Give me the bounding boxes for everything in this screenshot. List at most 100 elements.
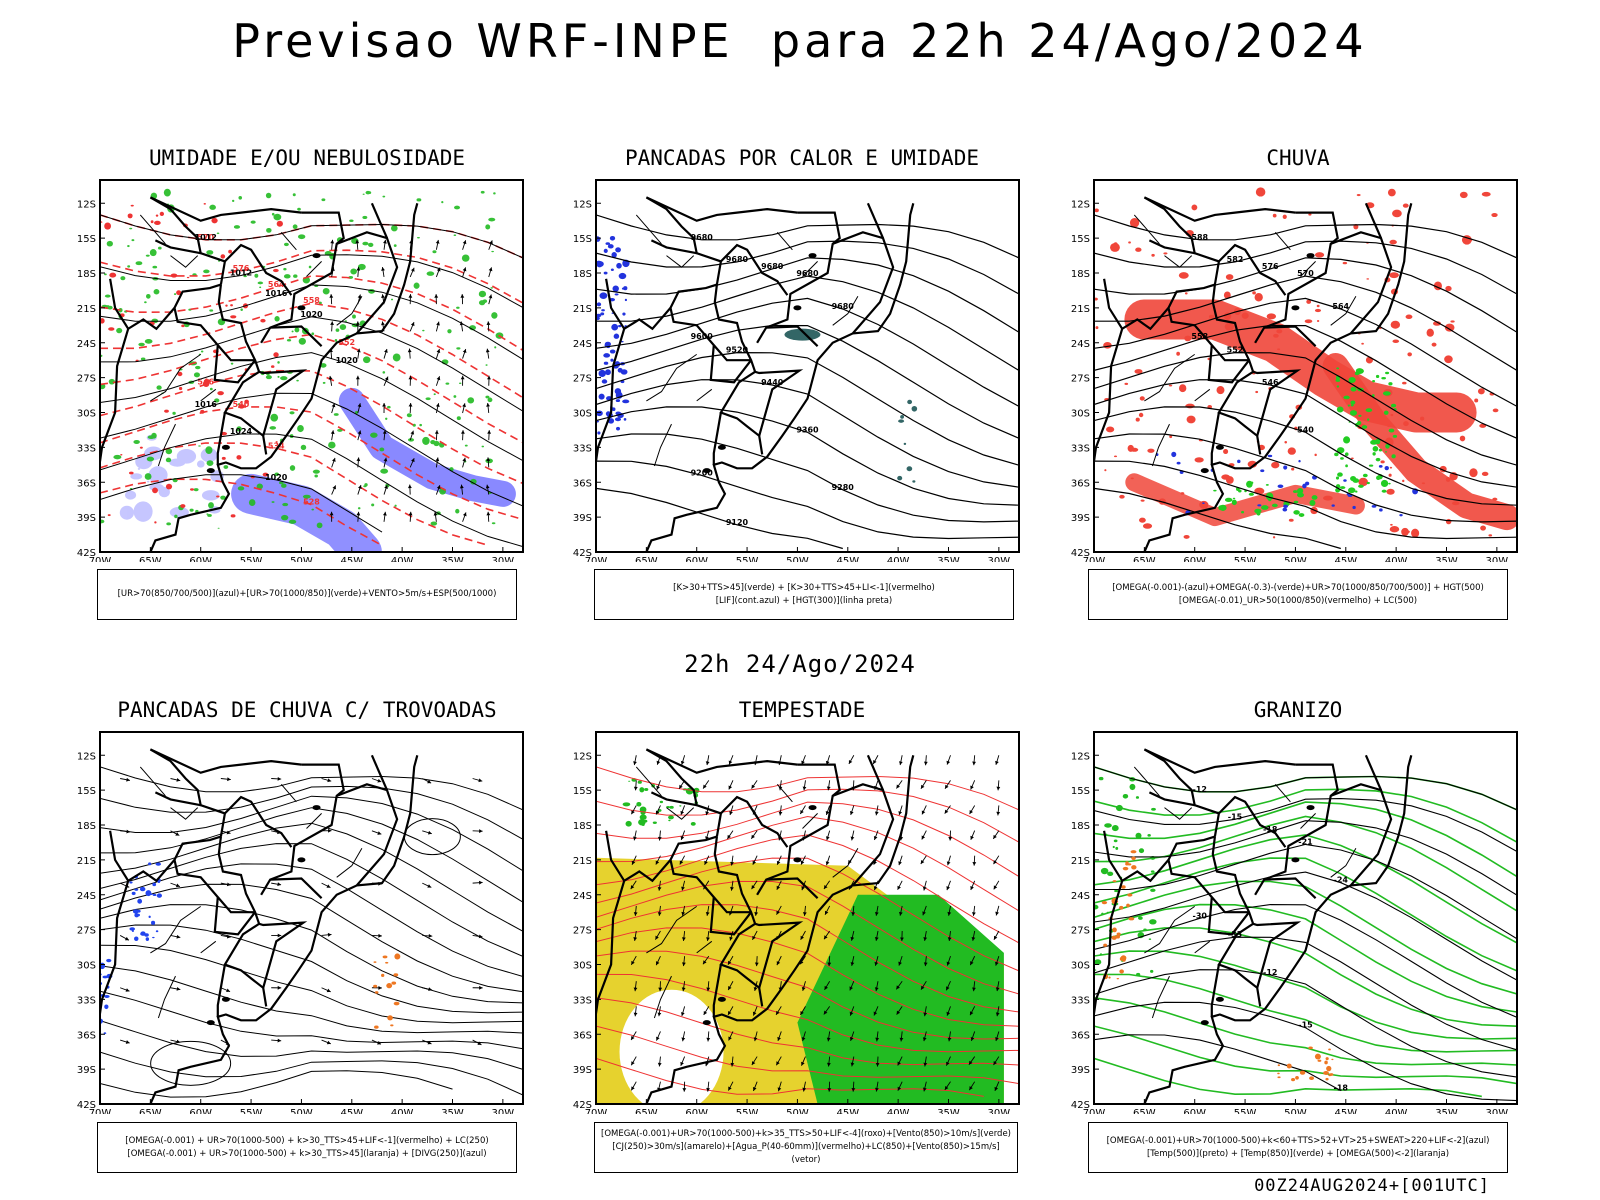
legend-line: [OMEGA(-0.001)+UR>70(1000-500)+k<60+TTS>…: [1106, 1135, 1490, 1146]
shaded-area: [1390, 413, 1394, 417]
shaded-area: [382, 371, 386, 374]
lat-tick-label: 15S: [573, 234, 592, 245]
wind-arrowhead: [873, 835, 878, 840]
isoline: [100, 406, 523, 521]
wind-arrowhead: [993, 935, 998, 940]
shaded-area: [148, 466, 168, 484]
shaded-area: [119, 505, 135, 520]
wind-arrowhead: [633, 836, 637, 841]
lat-tick-label: 30S: [1071, 409, 1090, 420]
contour-line: [1300, 813, 1316, 829]
wind-arrowhead: [898, 911, 903, 916]
wind-arrowhead: [970, 835, 974, 840]
shaded-area: [104, 1004, 109, 1010]
lon-tick-label: 30W: [1486, 1108, 1509, 1114]
isoline: [100, 883, 523, 993]
shaded-area: [265, 375, 272, 380]
shaded-area: [1130, 477, 1134, 480]
shaded-area: [328, 441, 336, 449]
wind-arrowhead: [751, 834, 755, 839]
shaded-area: [603, 271, 608, 275]
isoline-label: 9360: [796, 425, 819, 434]
wind-arrowhead: [947, 1037, 952, 1042]
shaded-area: [1119, 969, 1124, 974]
wind-arrowhead: [824, 935, 828, 940]
lon-tick-label: 50W: [786, 1108, 809, 1114]
lon-tick-label: 60W: [189, 556, 212, 562]
shaded-area: [296, 379, 299, 382]
shaded-area: [103, 1032, 107, 1035]
shaded-area: [152, 487, 158, 494]
isoline-label: 1020: [300, 310, 323, 319]
wind-arrowhead: [827, 1088, 832, 1092]
contour-line: [1144, 905, 1195, 954]
shaded-area: [373, 984, 378, 988]
wind-arrowhead: [433, 511, 438, 516]
wind-arrowhead: [356, 457, 361, 462]
shaded-area: [365, 190, 371, 195]
shaded-area: [1150, 888, 1156, 892]
shaded-area: [393, 973, 399, 977]
border-line: [1264, 877, 1317, 899]
legend-line: [CJ(250)>30m/s](amarelo)+[Agua_P(40-60mm…: [612, 1142, 1000, 1165]
shaded-area: [1366, 481, 1370, 485]
shaded-area: [137, 898, 143, 904]
shaded-area: [292, 193, 296, 197]
shaded-area: [1388, 428, 1395, 433]
shaded-area: [1347, 487, 1356, 494]
shaded-area: [135, 261, 143, 266]
shaded-area: [355, 410, 359, 414]
border-line: [1218, 795, 1287, 848]
lat-tick-label: 27S: [77, 926, 96, 937]
shaded-area: [155, 862, 161, 866]
shaded-area: [262, 472, 269, 477]
shaded-area: [1378, 448, 1383, 452]
shaded-area: [1491, 213, 1498, 218]
temp850-isolines: [1094, 766, 1517, 1098]
shaded-area: [1267, 454, 1273, 458]
border-line: [1143, 748, 1296, 774]
shaded-area: [485, 395, 490, 399]
wind-arrowhead: [486, 321, 491, 325]
shaded-area: [622, 399, 630, 404]
shaded-area: [659, 800, 664, 804]
wind-arrowhead: [946, 1061, 950, 1066]
shaded-area: [1223, 291, 1231, 299]
isoline: [596, 351, 1019, 466]
shaded-area: [139, 446, 143, 449]
wind-arrowhead: [407, 348, 412, 353]
shaded-area: [1116, 977, 1120, 980]
shaded-area: [1282, 507, 1288, 512]
lat-tick-label: 36S: [1071, 1030, 1090, 1041]
shaded-area: [622, 802, 631, 807]
wind-arrowhead: [485, 348, 490, 353]
isoline-label: -18: [1334, 1084, 1349, 1093]
shaded-area: [1474, 398, 1479, 403]
isoline: [1094, 406, 1517, 506]
shaded-area: [362, 193, 365, 195]
isoline-label: 576: [1262, 262, 1279, 271]
lon-tick-label: 50W: [290, 556, 313, 562]
isoline: [1094, 904, 1517, 1018]
wind-arrowhead: [326, 884, 331, 888]
shaded-area: [1291, 467, 1295, 471]
humidity-band-blue: [338, 387, 516, 507]
shaded-area: [1202, 502, 1205, 504]
wind-arrowhead: [896, 1010, 901, 1015]
shaded-area: [480, 190, 485, 194]
lake: [1291, 305, 1300, 311]
shaded-area: [628, 780, 631, 782]
border-line: [1210, 964, 1220, 1017]
shaded-area: [1127, 444, 1134, 452]
wind-arrowhead: [729, 936, 733, 941]
isoline: [596, 324, 1019, 439]
shaded-area: [1372, 446, 1379, 452]
shaded-area: [668, 819, 671, 822]
wind-arrowhead: [706, 937, 710, 941]
wind-arrowhead: [655, 860, 660, 865]
map-content: -12-15-18-21-24-30-33-12-15-18: [1094, 748, 1517, 1104]
wind-arrowhead: [802, 912, 807, 916]
border-line: [216, 964, 226, 1017]
legend-line: [OMEGA(-0.001)-(azul)+OMEGA(-0.3)-(verde…: [1112, 582, 1484, 593]
